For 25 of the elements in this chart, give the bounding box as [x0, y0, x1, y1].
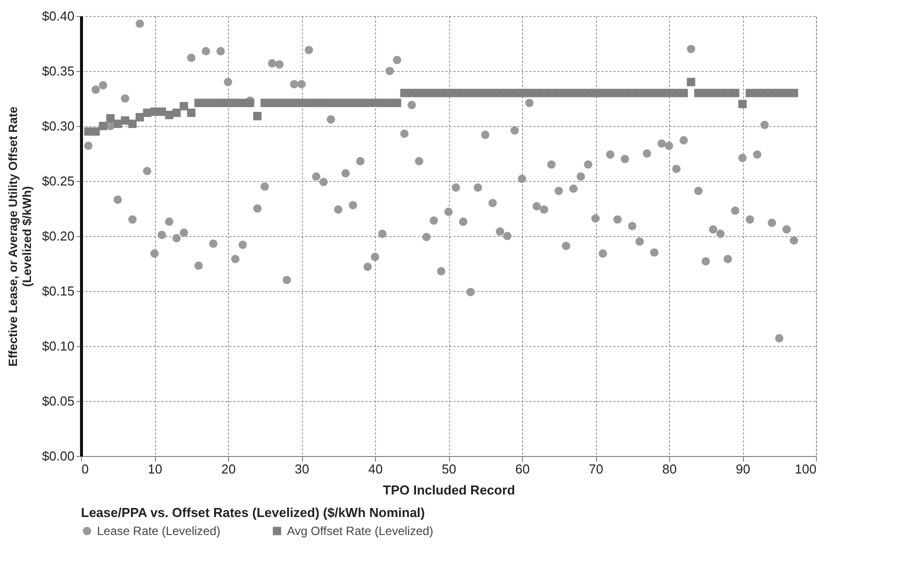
y-tick-label: $0.10: [42, 338, 74, 354]
x-tick-label: 40: [368, 462, 383, 476]
y-tick-label: $0.20: [42, 228, 74, 244]
legend-label: Lease Rate (Levelized): [97, 524, 220, 538]
x-tick-label: 90: [736, 462, 750, 476]
y-tick-label: $0.15: [42, 284, 74, 298]
y-tick-label: $0.35: [42, 64, 74, 78]
x-tick-label: 80: [662, 462, 677, 476]
legend-title: Lease/PPA vs. Offset Rates (Levelized) ($/kWh Nominal): [81, 505, 425, 520]
legend-label: Avg Offset Rate (Levelized): [287, 524, 434, 538]
x-tick-label: 30: [294, 462, 310, 476]
x-tick-label: 100: [794, 462, 816, 476]
y-tick-label: $0.40: [42, 8, 74, 24]
x-tick-label: 70: [588, 462, 604, 476]
x-axis-title: TPO Included Record: [382, 482, 516, 498]
x-tick-label: 60: [515, 462, 530, 476]
y-tick-label: $0.30: [42, 118, 74, 134]
x-tick-label: 0: [82, 462, 89, 476]
y-tick-label: $0.25: [42, 174, 74, 188]
y-tick-label: $0.00: [42, 448, 74, 464]
x-tick-label: 10: [148, 462, 162, 476]
y-axis-title: Effective Lease, or Average Utility Offset Rate (Levelized $/kWh): [6, 106, 34, 366]
x-tick-label: 50: [442, 462, 456, 476]
y-tick-label: $0.05: [42, 394, 74, 408]
x-tick-label: 20: [221, 462, 236, 476]
